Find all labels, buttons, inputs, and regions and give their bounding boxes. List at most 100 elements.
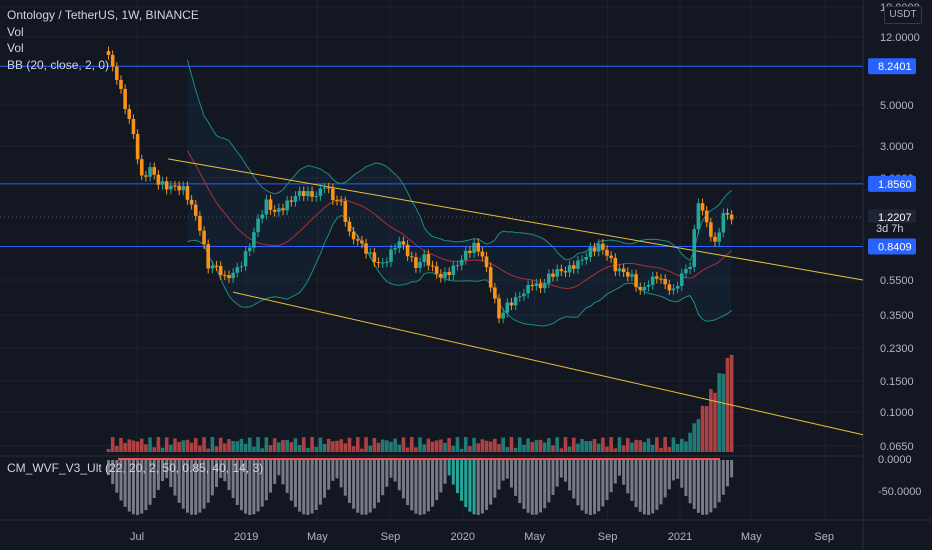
oscillator-bar [634, 460, 638, 508]
volume-bar [281, 439, 285, 452]
volume-bar [177, 441, 181, 452]
oscillator-bar [414, 460, 418, 514]
volume-bar [580, 439, 584, 452]
candle-body [729, 214, 734, 220]
oscillator-bar [364, 460, 368, 515]
bollinger-legend[interactable]: BB (20, close, 2, 0) [7, 57, 110, 72]
oscillator-bar [264, 460, 268, 501]
oscillator-bar [219, 460, 223, 478]
level-price-label: 1.8560 [878, 179, 912, 191]
volume-legend-1[interactable]: Vol [7, 24, 24, 39]
candle-body [667, 284, 672, 291]
volume-bar [621, 445, 626, 452]
volume-bar [530, 442, 535, 452]
oscillator-bar [331, 460, 335, 481]
bb-fill [187, 59, 732, 326]
horizontal-levels[interactable] [0, 65, 863, 247]
oscillator-bars [107, 458, 734, 515]
trend-channel-lines[interactable] [167, 158, 864, 436]
oscillator-bar [273, 460, 277, 484]
volume-bar [430, 441, 435, 452]
oscillator-bar [181, 460, 185, 509]
oscillator-bar [248, 460, 252, 515]
oscillator-bar [460, 460, 464, 501]
oscillator-bar [298, 460, 302, 512]
candle-body [675, 285, 680, 289]
oscillator-bar [244, 460, 248, 514]
level-price-badge [868, 175, 916, 192]
oscillator-bar [717, 460, 721, 503]
volume-bar [173, 438, 177, 452]
volume-bar [272, 438, 277, 452]
oscillator-bar [285, 460, 289, 493]
volume-bar [684, 441, 688, 452]
oscillator-bar [140, 460, 144, 514]
volume-bar [700, 405, 705, 452]
volume-bar [355, 437, 360, 452]
candle-body [318, 188, 323, 197]
candle-body [609, 255, 613, 258]
oscillator-bar [493, 460, 497, 498]
volume-bar [713, 392, 717, 452]
volume-bar [596, 443, 601, 452]
volume-bar [526, 438, 530, 452]
oscillator-bar [522, 460, 526, 509]
candle-body [563, 271, 568, 273]
candle-body [376, 261, 381, 263]
volume-bar [592, 439, 597, 452]
oscillator-bar [401, 460, 405, 499]
candle-body [135, 134, 140, 160]
candle-body [331, 188, 335, 201]
oscillator-bar [306, 460, 310, 515]
oscillator-bar [377, 460, 381, 503]
candle-body [301, 191, 306, 197]
oscillator-bar [534, 460, 538, 515]
currency-button[interactable]: USDT [884, 6, 922, 24]
volume-bar [202, 437, 206, 452]
candlesticks [106, 46, 734, 324]
level-price-badge [868, 58, 916, 75]
oscillator-bar [356, 460, 360, 513]
volume-bar [148, 437, 152, 452]
candle-body [684, 269, 688, 274]
candle-body [559, 269, 564, 272]
oscillator-bar [605, 460, 609, 500]
volume-legend-2[interactable]: Vol [7, 41, 24, 55]
oscillator-bar [136, 460, 140, 515]
candle-body [177, 185, 181, 191]
volume-bar [343, 443, 348, 452]
oscillator-title[interactable]: CM_WVF_V3_Ult (22, 20, 2, 50, 0.85, 40, … [7, 461, 264, 475]
candle-body [214, 265, 219, 267]
volume-bar [493, 438, 497, 452]
candle-body [434, 266, 439, 274]
candle-body [119, 79, 123, 89]
volume-bar [127, 439, 132, 452]
candle-body [409, 256, 414, 258]
candle-body [160, 181, 165, 185]
oscillator-bar [293, 460, 297, 507]
volume-bar [426, 438, 431, 452]
volume-bar [509, 437, 514, 452]
volume-bar [218, 437, 223, 452]
symbol-title[interactable]: Ontology / TetherUS, 1W, BINANCE [7, 8, 199, 22]
oscillator-bar [115, 460, 119, 493]
oscillator-bar [613, 460, 617, 484]
candle-body [355, 239, 360, 241]
oscillator-bar [343, 460, 347, 496]
volume-bar [696, 419, 701, 452]
oscillator-bar [518, 460, 522, 504]
oscillator-bar [572, 460, 576, 499]
volume-bar [576, 443, 580, 452]
candle-body [256, 218, 260, 233]
volume-bar [376, 442, 381, 452]
oscillator-bar [721, 460, 725, 495]
volume-bar [505, 447, 510, 452]
volume-bar [542, 442, 547, 452]
oscillator-bar [447, 460, 451, 476]
candle-body [297, 191, 302, 196]
oscillator-bar [426, 460, 430, 512]
candle-body [439, 273, 443, 278]
candle-body [671, 288, 676, 291]
oscillator-bar [389, 460, 393, 478]
